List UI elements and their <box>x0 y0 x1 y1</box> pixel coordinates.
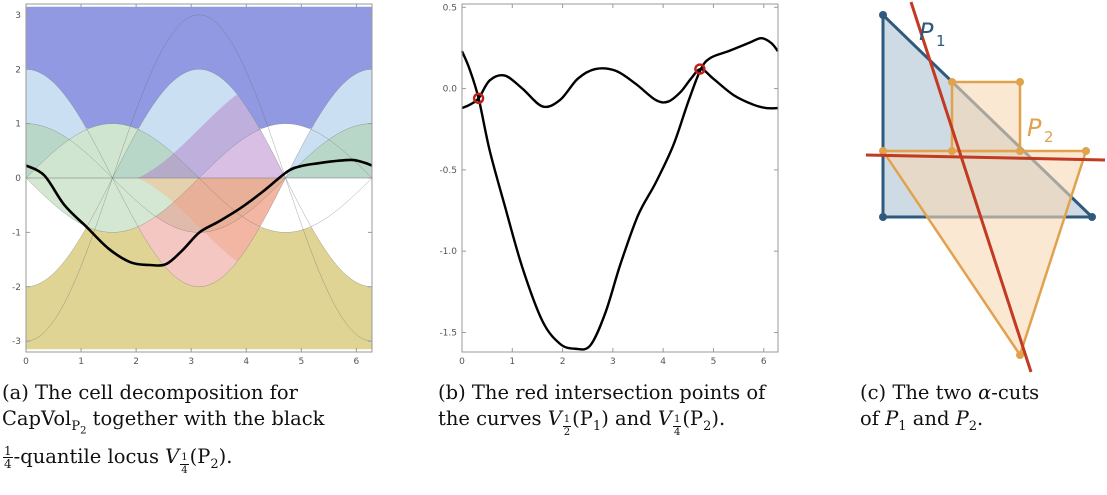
label-p1: P <box>919 18 934 46</box>
boundary-curve-up <box>25 69 373 288</box>
panel-b-x-tick-label: 6 <box>761 357 767 367</box>
intersection-point-2 <box>694 63 706 75</box>
p2-vertex-1 <box>879 147 887 155</box>
caption-c-line2: of P1 and P2. <box>860 407 984 434</box>
caption-b-line2: the curves V 1 2 (P1) and V 1 4 (P2). <box>438 407 726 438</box>
label-p2-sub: 2 <box>1044 128 1054 146</box>
panel-b-x-tick-label: 1 <box>509 357 515 367</box>
caption-b-line1: (b) The red intersection points of <box>438 381 766 404</box>
panel-a-x-tick-label: 6 <box>354 357 360 367</box>
region-blue-top <box>26 6 372 129</box>
panel-a-y-tick-label: 3 <box>15 11 21 21</box>
caption-c-line1: (c) The two α-cuts <box>860 381 1040 404</box>
panel-a-x-tick-label: 2 <box>133 357 139 367</box>
p2-vertex-7 <box>1016 351 1024 359</box>
curve-2 <box>460 36 779 351</box>
caption-b: (b) The red intersection points of the c… <box>438 380 798 440</box>
p2-vertex-3 <box>1016 147 1024 155</box>
panel-b-x-tick-label: 5 <box>711 357 717 367</box>
panel-b-frame <box>461 3 779 353</box>
panel-b-x-tick-label: 0 <box>459 357 465 367</box>
alpha-cut-line-2 <box>865 153 1106 162</box>
panel-b-y-tick-label: -0.5 <box>439 166 457 176</box>
quantile-locus-curve <box>25 158 373 267</box>
region-yellow-bottom <box>26 227 372 350</box>
panel-a-x-tick-label: 1 <box>78 357 84 367</box>
intersection-point-1 <box>472 92 485 105</box>
panel-b-intersection-plot: 0 1 2 3 4 5 6 0.5 0.0 -0.5 -1.0 -1.5 <box>439 3 779 367</box>
label-p2: P <box>1027 114 1042 142</box>
boundary-curve-deep <box>25 14 373 342</box>
region-green-upper <box>26 123 372 178</box>
panel-b-y-tick-label: 0.5 <box>443 3 457 13</box>
p2-vertex-4 <box>1082 147 1090 155</box>
p2-vertex-2 <box>948 147 956 155</box>
panel-b-x-tick-label: 4 <box>660 357 666 367</box>
p2-vertex-5 <box>948 78 956 86</box>
polygon-p2-square <box>950 80 1022 153</box>
boundary-curve-dn <box>25 68 373 287</box>
caption-a-line3: 1 4 -quantile locus V 1 4 (P2). <box>3 444 233 477</box>
panel-b-x-tick-label: 3 <box>610 357 616 367</box>
panel-b-x-tick-label: 2 <box>560 357 566 367</box>
p1-vertex-1 <box>879 11 887 19</box>
panel-b-y-tick-label: 0.0 <box>443 85 458 95</box>
panel-a-y-tick-label: -3 <box>12 337 21 347</box>
label-p1-sub: 1 <box>936 32 946 50</box>
p1-vertex-2 <box>879 213 887 221</box>
region-sky-right <box>26 69 372 178</box>
panel-a-y-tick-label: 2 <box>15 65 21 75</box>
p1-vertex-3 <box>1088 213 1096 221</box>
panel-a-y-tick-label: 0 <box>15 174 21 184</box>
caption-a-line1: (a) The cell decomposition for <box>2 381 298 404</box>
panel-a-y-tick-label: -2 <box>12 283 21 293</box>
panel-a-y-tick-label: 1 <box>15 120 21 130</box>
panel-a-x-tick-label: 0 <box>23 357 29 367</box>
panel-a-x-tick-label: 5 <box>298 357 304 367</box>
caption-c: (c) The two α-cuts of P1 and P2. <box>860 380 1100 440</box>
curve-1 <box>461 67 778 110</box>
polygon-p2-triangle <box>881 149 1088 357</box>
panel-a-x-tick-label: 4 <box>243 357 249 367</box>
caption-a-line2: CapVolP2 together with the black <box>2 407 325 437</box>
caption-a: (a) The cell decomposition for CapVolP2 … <box>2 380 392 478</box>
panel-c-alpha-cuts: P 1P 2 <box>865 1 1106 373</box>
panel-b-y-tick-label: -1.5 <box>439 328 457 338</box>
alpha-cut-line-1 <box>909 1 1033 373</box>
figure-canvas: 0 1 2 3 4 5 6 -3 -2 -1 0 1 2 3 0 1 2 3 4 5 6 0.5 0.0 -0.5 -1.0 -… <box>12 1 1106 373</box>
region-purple-mid <box>26 94 372 178</box>
p2-vertex-6 <box>1016 78 1024 86</box>
panel-b-y-tick-label: -1.0 <box>439 247 457 257</box>
panel-a-x-tick-label: 3 <box>188 357 194 367</box>
panel-a-y-tick-label: -1 <box>12 228 21 238</box>
panel-a-cell-decomposition: 0 1 2 3 4 5 6 -3 -2 -1 0 1 2 3 <box>12 3 373 367</box>
